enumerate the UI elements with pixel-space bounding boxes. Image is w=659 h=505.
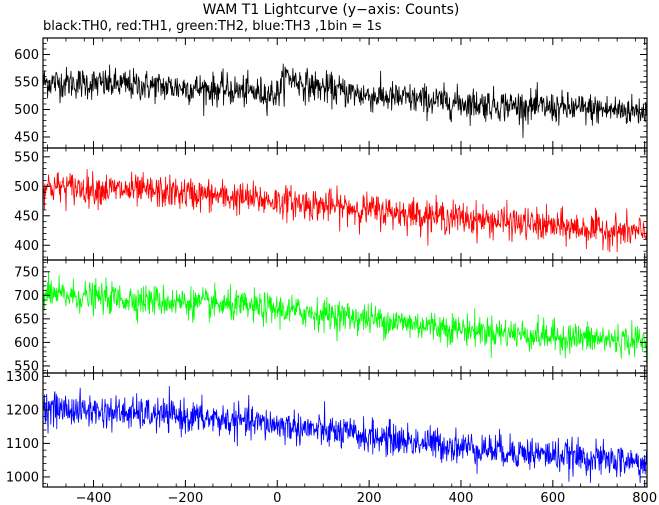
y-tick-label: 450 <box>14 209 39 224</box>
panel-th0: 450 500 550 600 <box>14 37 648 149</box>
y-tick-label: 650 <box>14 312 39 327</box>
x-tick-label: −400 <box>76 491 112 505</box>
y-tick-label: 450 <box>14 131 39 146</box>
x-tick-label: 600 <box>540 491 565 505</box>
y-tick-label: 1200 <box>6 403 39 418</box>
y-tick-label: 1100 <box>6 437 39 452</box>
panel-th3: 1000 1100 1200 1300 <box>6 370 648 488</box>
x-tick-label: 800 <box>632 491 657 505</box>
y-tick-label: 550 <box>14 76 39 91</box>
x-tick-label: −200 <box>168 491 204 505</box>
y-tick-label: 550 <box>14 359 39 374</box>
y-tick-label: 1300 <box>6 370 39 385</box>
y-tick-label: 500 <box>14 103 39 118</box>
series-line-th1 <box>43 169 647 253</box>
y-tick-label: 600 <box>14 48 39 63</box>
chart-subtitle: black:TH0, red:TH1, green:TH2, blue:TH3 … <box>43 19 382 34</box>
chart-panels: 450 500 550 600 400 450 500 550 550 600 650 700 750 1… <box>6 37 648 488</box>
panel-frame <box>42 147 648 261</box>
x-axis-ticks: −400 −200 0 200 400 600 800 <box>76 491 657 505</box>
y-tick-label: 550 <box>14 150 39 165</box>
y-tick-label: 750 <box>14 265 39 280</box>
y-tick-label: 1000 <box>6 470 39 485</box>
y-tick-label: 500 <box>14 180 39 195</box>
x-tick-label: 400 <box>449 491 474 505</box>
panel-th2: 550 600 650 700 750 <box>14 259 648 374</box>
x-tick-label: 0 <box>273 491 281 505</box>
series-line-th0 <box>43 63 647 138</box>
y-tick-label: 600 <box>14 336 39 351</box>
series-line-th2 <box>43 271 647 364</box>
series-line-th3 <box>43 386 647 483</box>
chart-title: WAM T1 Lightcurve (y−axis: Counts) <box>203 2 460 18</box>
x-tick-label: 200 <box>357 491 382 505</box>
y-tick-label: 400 <box>14 239 39 254</box>
y-tick-label: 700 <box>14 289 39 304</box>
panel-th1: 400 450 500 550 <box>14 147 648 261</box>
